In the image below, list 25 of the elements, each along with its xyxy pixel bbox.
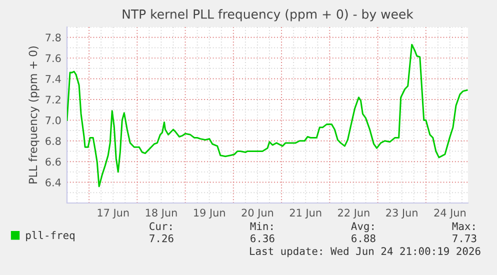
y-axis-title: PLL frequency (ppm + 0) bbox=[28, 46, 40, 184]
text: Avg: 6.88 bbox=[351, 222, 376, 242]
x-tick-label: 21 Jun bbox=[290, 208, 322, 219]
y-tick-label: 7.8 bbox=[46, 34, 61, 42]
text: Last update: Wed Jun 24 21:00:19 2026 bbox=[250, 246, 480, 258]
text: Min: 6.36 bbox=[250, 222, 274, 242]
x-tick-label: 19 Jun bbox=[194, 208, 225, 219]
y-tick-label: 7.0 bbox=[46, 116, 61, 124]
x-tick-label: 20 Jun bbox=[242, 208, 274, 219]
y-tick-label: 6.4 bbox=[46, 178, 61, 186]
y-tick-label: 6.6 bbox=[46, 158, 61, 166]
x-tick-label: 23 Jun bbox=[386, 208, 418, 219]
text: Max: 7.73 bbox=[452, 222, 476, 242]
text: Cur: 7.26 bbox=[150, 222, 174, 242]
y-tick-label: 7.4 bbox=[46, 75, 61, 83]
y-tick-label: 7.2 bbox=[46, 96, 60, 104]
legend-label: pll-freq bbox=[26, 231, 74, 242]
x-tick-label: 22 Jun bbox=[338, 208, 370, 219]
y-tick-label: 6.8 bbox=[46, 137, 61, 145]
x-tick-label: 18 Jun bbox=[146, 208, 177, 219]
chart-title: NTP kernel PLL frequency (ppm + 0) - by week bbox=[122, 9, 414, 22]
x-tick-label: 17 Jun bbox=[98, 208, 129, 219]
y-tick-label: 7.6 bbox=[46, 54, 61, 62]
line-series bbox=[67, 44, 468, 188]
x-tick-label: 24 Jun bbox=[434, 208, 466, 219]
